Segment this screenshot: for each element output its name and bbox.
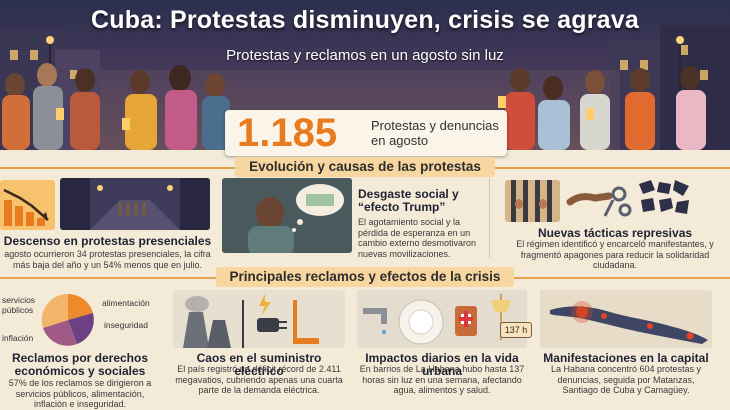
cuba-map-illustration (540, 290, 712, 348)
card-body-desgaste: El agotamiento social y la pérdida de es… (358, 217, 477, 259)
pie-label-inseguridad: inseguridad (104, 320, 148, 330)
tired-man-illustration (222, 178, 352, 253)
key-stat-box: 1.185 Protestas y denuncias en agosto (225, 110, 507, 156)
card-body-reclamos: 57% de los reclamos se dirigieron a serv… (8, 378, 152, 409)
card-body-caos: El país registró un déficit récord de 2.… (175, 364, 343, 395)
card-title-manifestaciones: Manifestaciones en la capital (543, 351, 709, 365)
page-title: Cuba: Protestas disminuyen, crisis se ag… (91, 6, 639, 34)
card-title-reclamos: Reclamos por derechos económicos y socia… (11, 351, 149, 378)
claims-pie-chart (0, 290, 160, 348)
hand-keys-icon (565, 180, 635, 222)
card-title-descenso: Descenso en protestas presenciales (3, 234, 212, 248)
stat-label: Protestas y denuncias en agosto (371, 118, 499, 148)
jail-bars-icon (505, 180, 560, 222)
hours-badge: 137 h (500, 322, 532, 338)
card-title-impactos: Impactos diarios en la vida urbana (365, 351, 519, 378)
column-divider (489, 178, 490, 258)
card-title-desgaste: Desgaste social y “efecto Trump” (358, 187, 459, 214)
pie-slice-alimentacion (68, 294, 93, 320)
section-evolution-header: Evolución y causas de las protestas (0, 157, 730, 177)
card-body-impactos: En barrios de La Habana hubo hasta 137 h… (359, 364, 525, 395)
power-plant-illustration (173, 290, 345, 348)
stat-value: 1.185 (237, 111, 338, 155)
card-body-descenso: agosto ocurrieron 34 protestas presencia… (4, 249, 211, 270)
hours-badge-label: 137 h (504, 325, 528, 335)
pie-label-servicios: servicios públicos (2, 295, 36, 315)
card-body-manifestaciones: La Habana concentró 604 protestas y denu… (550, 364, 702, 395)
card-title-caos: Caos en el suministro eléctrico (196, 351, 322, 378)
pie-slice-inflacion (43, 320, 77, 346)
section-evolution-title: Evolución y causas de las protestas (235, 157, 495, 177)
fragmented-map-icon (637, 178, 692, 220)
pie-slice-servicios (41, 293, 68, 328)
card-title-tacticas: Nuevas tácticas represivas (537, 226, 693, 240)
pie-slice-inseguridad (68, 313, 94, 344)
pie-label-alimentacion: alimentación (102, 298, 150, 308)
card-body-tacticas: El régimen identificó y encarceló manife… (516, 239, 714, 270)
section-claims-title: Principales reclamos y efectos de la cri… (215, 267, 515, 287)
section-claims-header: Principales reclamos y efectos de la cri… (0, 267, 730, 287)
urban-life-illustration (357, 290, 527, 348)
page-subtitle: Protestas y reclamos en un agosto sin lu… (226, 47, 504, 64)
empty-street-illustration (60, 178, 210, 230)
declining-chart-illustration (0, 180, 55, 230)
pie-label-inflacion: inflación (2, 333, 34, 343)
